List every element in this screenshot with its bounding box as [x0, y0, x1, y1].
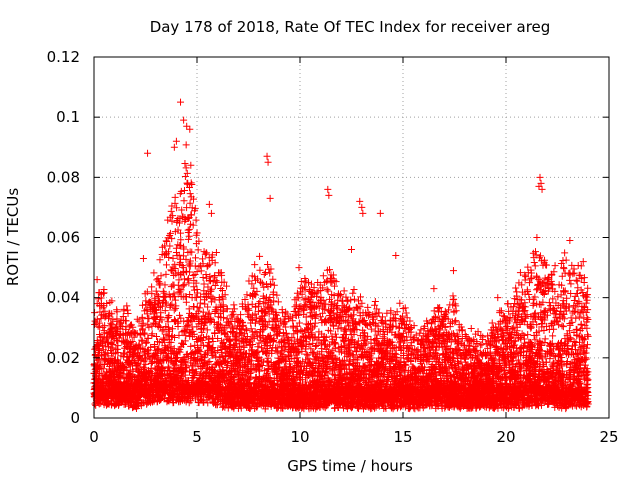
- data-point: [196, 299, 204, 307]
- data-point: [350, 295, 358, 303]
- data-point: [162, 270, 170, 278]
- data-point: [350, 286, 358, 294]
- x-axis-label: GPS time / hours: [287, 457, 413, 475]
- data-point: [228, 311, 236, 319]
- data-point: [101, 307, 109, 315]
- data-point: [187, 179, 195, 187]
- data-point: [108, 310, 116, 318]
- data-point: [293, 289, 301, 297]
- data-point: [125, 361, 133, 369]
- data-point: [120, 305, 128, 313]
- data-point: [250, 284, 258, 292]
- data-point: [137, 357, 145, 365]
- data-point: [162, 261, 170, 269]
- data-point: [133, 329, 141, 337]
- data-point: [182, 141, 190, 149]
- data-point: [94, 322, 102, 330]
- data-point: [181, 172, 189, 180]
- data-point: [319, 272, 327, 280]
- data-point: [349, 289, 357, 297]
- data-point: [181, 159, 189, 167]
- data-point: [183, 169, 191, 177]
- data-point: [123, 302, 131, 310]
- data-point: [93, 315, 101, 323]
- chart-title: Day 178 of 2018, Rate Of TEC Index for r…: [149, 18, 551, 36]
- data-point: [266, 269, 274, 277]
- data-point: [168, 217, 176, 225]
- data-point: [138, 313, 146, 321]
- data-point: [183, 322, 191, 330]
- data-point: [230, 301, 238, 309]
- data-point: [171, 193, 179, 201]
- data-point: [136, 351, 144, 359]
- data-point: [175, 276, 183, 284]
- data-point: [188, 248, 196, 256]
- data-point: [206, 272, 214, 280]
- data-point: [99, 323, 107, 331]
- data-point: [114, 342, 122, 350]
- data-point: [122, 317, 130, 325]
- data-point: [128, 337, 136, 345]
- data-point: [135, 340, 143, 348]
- data-point: [256, 252, 264, 260]
- data-point: [166, 242, 174, 250]
- data-point: [339, 302, 347, 310]
- data-point: [91, 309, 99, 317]
- data-point: [189, 327, 197, 335]
- data-point: [184, 235, 192, 243]
- data-point: [204, 261, 212, 269]
- data-point: [274, 298, 282, 306]
- data-point: [167, 207, 175, 215]
- data-point: [189, 272, 197, 280]
- data-point: [186, 190, 194, 198]
- data-point: [97, 315, 105, 323]
- data-point: [193, 293, 201, 301]
- data-point: [323, 285, 331, 293]
- data-point: [101, 313, 109, 321]
- data-point: [113, 308, 121, 316]
- data-point: [109, 316, 117, 324]
- points-layer: [90, 98, 592, 413]
- data-point: [297, 278, 305, 286]
- data-point: [194, 246, 202, 254]
- data-point: [161, 281, 169, 289]
- data-point: [150, 269, 158, 277]
- data-point: [185, 225, 193, 233]
- data-point: [191, 254, 199, 262]
- data-point: [270, 281, 278, 289]
- data-point: [180, 197, 188, 205]
- data-point: [103, 299, 111, 307]
- data-point: [264, 261, 272, 269]
- data-point: [99, 365, 107, 373]
- data-point: [185, 232, 193, 240]
- data-point: [100, 289, 108, 297]
- data-point: [324, 287, 332, 295]
- data-point: [96, 347, 104, 355]
- data-point: [96, 360, 104, 368]
- data-point: [180, 186, 188, 194]
- data-point: [148, 283, 156, 291]
- data-point: [260, 270, 268, 278]
- data-point: [124, 309, 132, 317]
- data-point: [187, 342, 195, 350]
- data-point: [108, 297, 116, 305]
- data-point: [130, 333, 138, 341]
